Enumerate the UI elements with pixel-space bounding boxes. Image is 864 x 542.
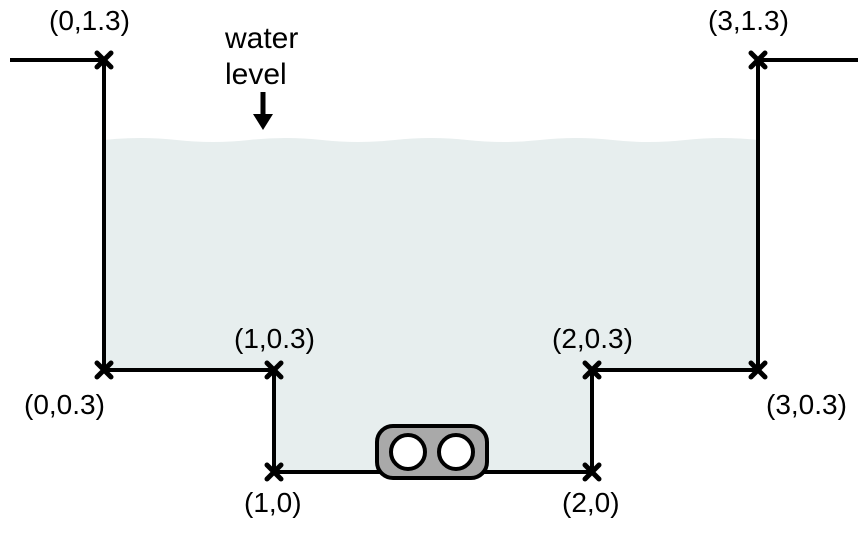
coord-point: (0,0.3) [24,363,111,420]
pipe-object [377,426,487,478]
water-level-label-line2: level [225,58,287,91]
coord-label: (0,0.3) [24,389,105,420]
coord-label: (2,0.3) [552,323,633,354]
coord-point: (3,1.3) [708,5,789,67]
water-area [104,138,758,472]
coord-point: (3,0.3) [751,363,847,420]
coord-label: (3,1.3) [708,5,789,36]
trench-diagram: water level (0,1.3) (3,1.3) (0,0.3) (1,0.3)… [0,0,864,542]
coord-label: (0,1.3) [49,5,130,36]
coord-label: (3,0.3) [766,389,847,420]
pipe-hole [439,435,473,469]
coord-label: (1,0.3) [234,323,315,354]
coord-label: (2,0) [562,487,620,518]
pipe-hole [391,435,425,469]
water-level-label-line1: water [224,22,298,55]
coord-label: (1,0) [244,487,302,518]
coord-point: (0,1.3) [49,5,130,67]
water-level-arrow [253,92,273,130]
